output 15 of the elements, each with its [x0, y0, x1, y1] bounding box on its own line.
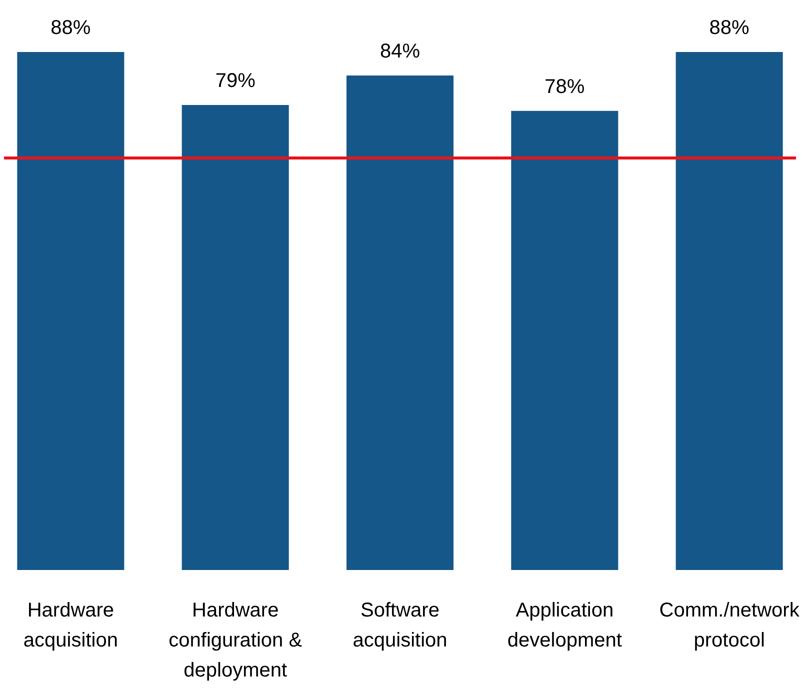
x-tick-label: Hardware configuration & deployment	[168, 600, 303, 682]
bar	[182, 104, 289, 570]
x-tick-label: Comm./network protocol	[659, 600, 800, 652]
data-label: 84%	[380, 40, 420, 63]
data-label: 78%	[544, 76, 585, 98]
bar	[676, 52, 783, 570]
x-tick-label: Hardware acquisition	[23, 600, 118, 652]
x-tick-label: Software acquisition	[352, 600, 448, 652]
bar	[511, 110, 618, 570]
data-label: 79%	[215, 70, 256, 92]
bar	[346, 76, 454, 570]
bar	[17, 52, 124, 570]
x-tick-label: Application development	[507, 600, 622, 652]
data-label: 88%	[709, 17, 750, 39]
data-label: 88%	[50, 17, 91, 39]
